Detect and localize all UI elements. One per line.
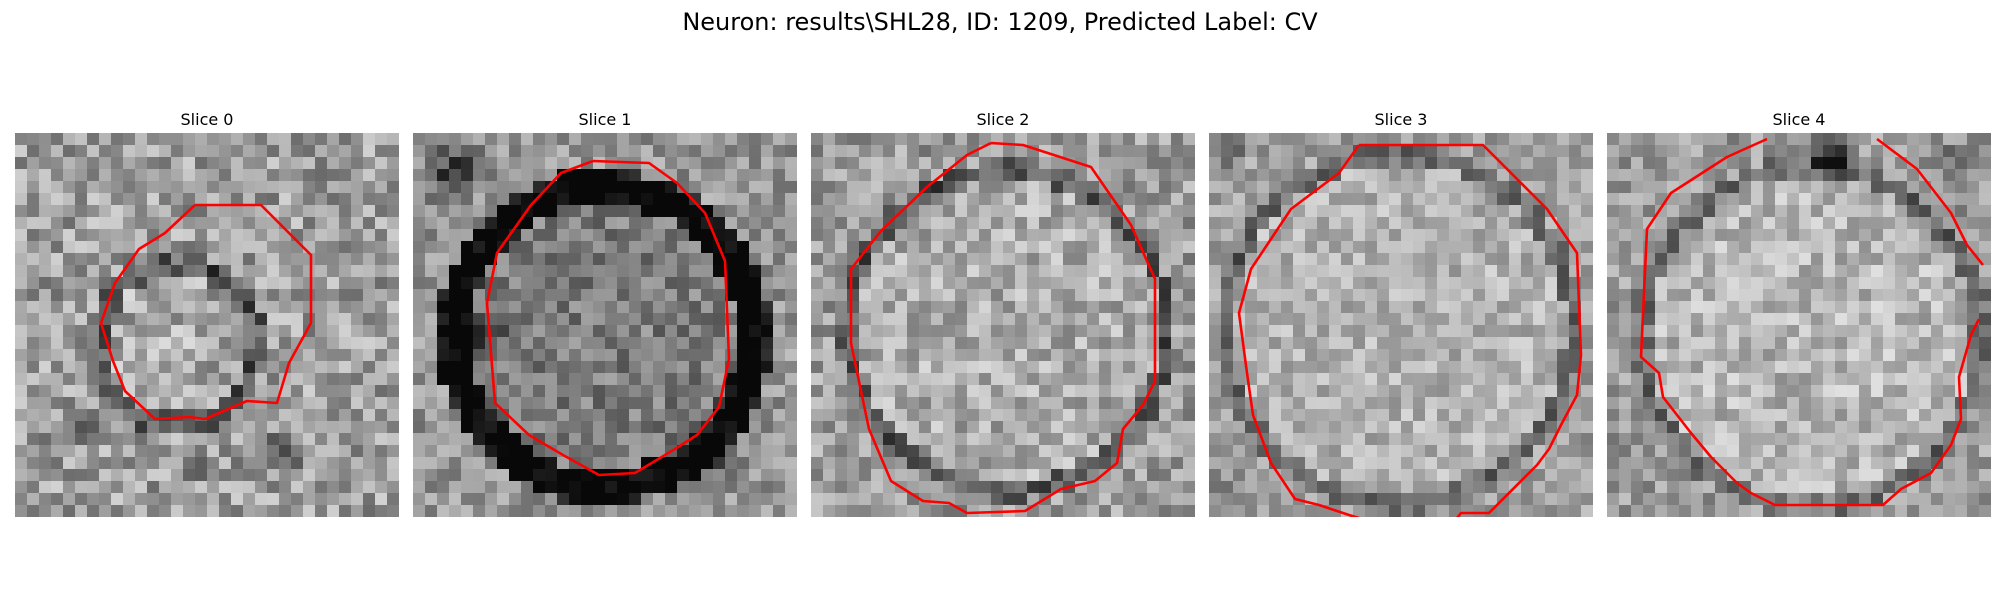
segmentation-contour <box>1876 137 1985 266</box>
grayscale-pixels <box>1209 133 1593 517</box>
segmentation-contour <box>849 141 1157 515</box>
slice-title-0: Slice 0 <box>180 110 234 129</box>
slice-panel-0: Slice 0 <box>15 108 399 517</box>
slice-title-2: Slice 2 <box>976 110 1030 129</box>
slice-title-1: Slice 1 <box>578 110 632 129</box>
slice-panel-2: Slice 2 <box>811 108 1195 517</box>
segmentation-contour <box>99 203 313 421</box>
grayscale-pixels <box>811 133 1195 517</box>
slice-image-2 <box>811 133 1195 517</box>
slice-image-0 <box>15 133 399 517</box>
segmentation-contour <box>1639 137 1981 507</box>
grayscale-pixels <box>1607 133 1991 517</box>
slice-panel-3: Slice 3 <box>1209 108 1593 517</box>
slice-image-1 <box>413 133 797 517</box>
slice-panel-1: Slice 1 <box>413 108 797 517</box>
grayscale-pixels <box>413 133 797 517</box>
slice-title-4: Slice 4 <box>1772 110 1826 129</box>
segmentation-contour <box>1237 143 1583 517</box>
slice-panel-4: Slice 4 <box>1607 108 1991 517</box>
grayscale-pixels <box>15 133 399 517</box>
slice-image-4 <box>1607 133 1991 517</box>
figure-title: Neuron: results\SHL28, ID: 1209, Predict… <box>682 8 1318 36</box>
segmentation-contour <box>485 159 731 477</box>
slice-image-3 <box>1209 133 1593 517</box>
slice-title-3: Slice 3 <box>1374 110 1428 129</box>
